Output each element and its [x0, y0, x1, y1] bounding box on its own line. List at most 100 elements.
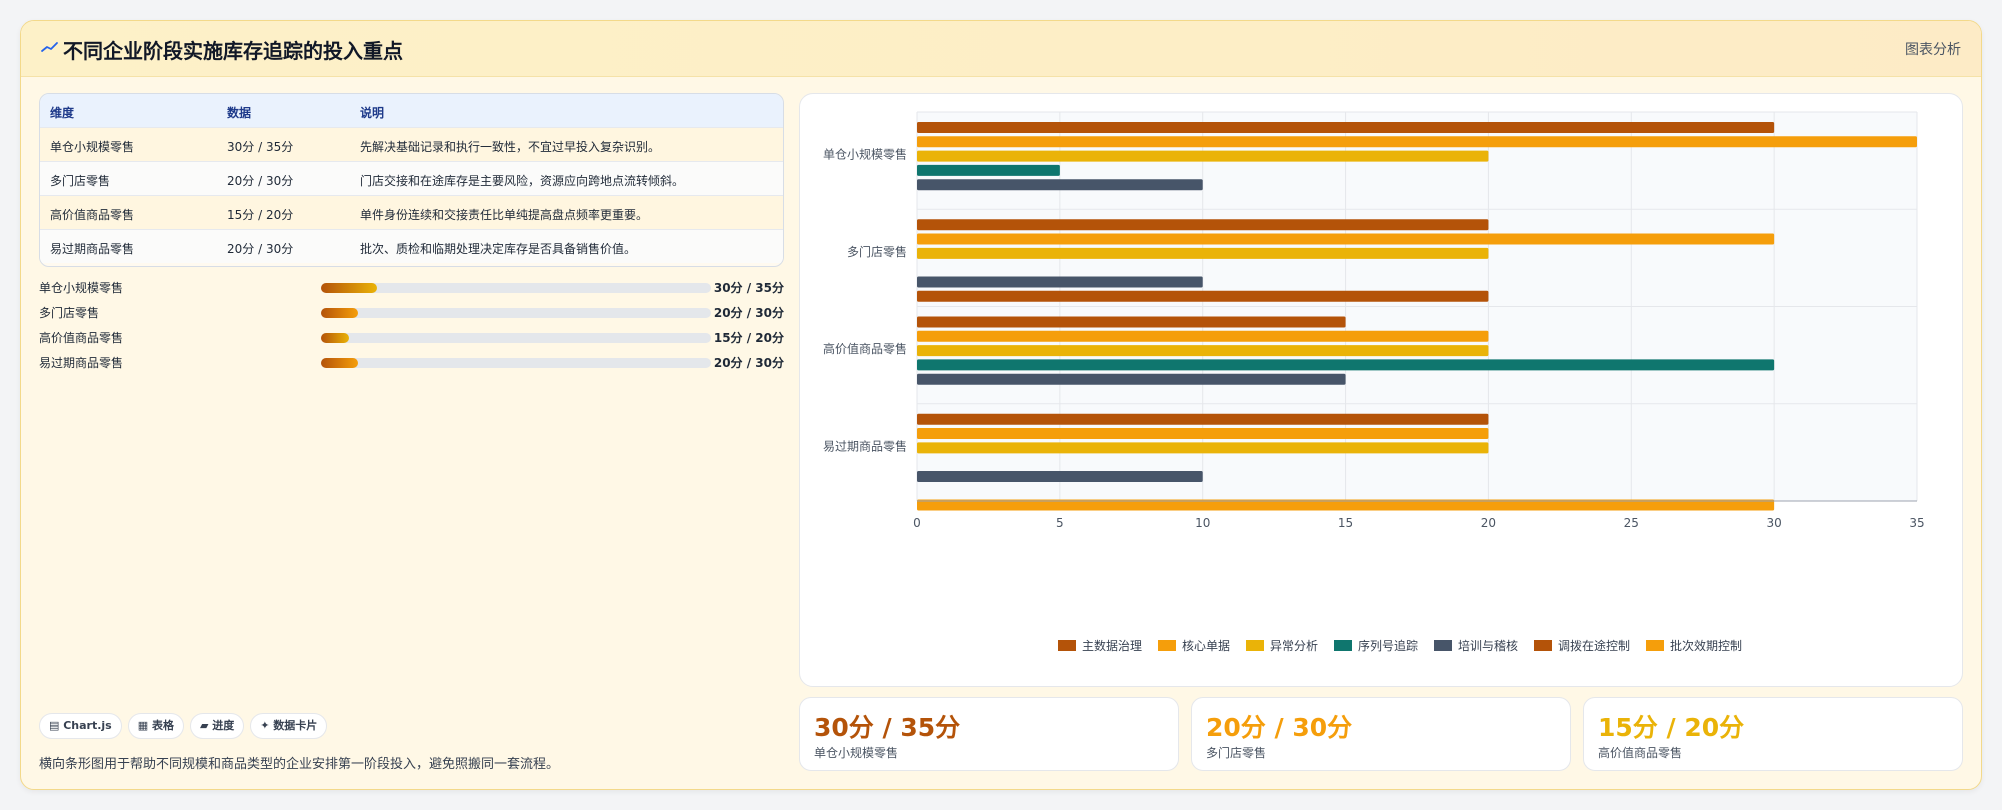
- bar: [917, 345, 1489, 357]
- trend-icon: [41, 42, 58, 52]
- bar: [917, 179, 1203, 191]
- bar: [917, 150, 1489, 162]
- progress-value: 20分 / 30分: [713, 356, 784, 370]
- table-cell: 20分 / 30分: [227, 174, 294, 188]
- bar: [917, 316, 1346, 328]
- legend-swatch: [1534, 640, 1552, 651]
- legend-swatch: [1058, 640, 1076, 651]
- bar: [917, 330, 1489, 342]
- bar: [917, 413, 1489, 425]
- progress-value: 15分 / 20分: [713, 331, 784, 345]
- legend-swatch: [1646, 640, 1664, 651]
- y-category-label: 易过期商品零售: [823, 438, 907, 453]
- kpi-value: 15分 / 20分: [1598, 713, 1745, 742]
- x-tick-label: 15: [1338, 516, 1353, 530]
- x-tick-label: 30: [1767, 516, 1782, 530]
- progress-track: [321, 333, 711, 343]
- x-tick-label: 5: [1056, 516, 1064, 530]
- progress-row: 多门店零售 20分 / 30分: [39, 302, 784, 322]
- bar: [917, 499, 1775, 511]
- table-row: 易过期商品零售 20分 / 30分 批次、质检和临期处理决定库存是否具备销售价值…: [40, 229, 783, 263]
- legend-label: 序列号追踪: [1358, 638, 1418, 653]
- table-cell: 20分 / 30分: [227, 242, 294, 256]
- bar: [917, 219, 1489, 231]
- bar: [917, 233, 1775, 245]
- bar: [917, 136, 1917, 148]
- table-cell: 单仓小规模零售: [50, 140, 135, 154]
- main-card: 不同企业阶段实施库存追踪的投入重点 图表分析 维度 数据 说明 单仓小规模零售 …: [20, 20, 1982, 790]
- kpi-value: 20分 / 30分: [1206, 713, 1353, 742]
- progress-track: [321, 358, 711, 368]
- table-header-cell: 说明: [360, 106, 385, 120]
- bar: [917, 442, 1489, 454]
- y-category-label: 单仓小规模零售: [823, 147, 907, 162]
- legend-swatch: [1434, 640, 1452, 651]
- legend-swatch: [1334, 640, 1352, 651]
- legend-label: 批次效期控制: [1670, 638, 1742, 653]
- table-row: 多门店零售 20分 / 30分 门店交接和在途库存是主要风险，资源应向跨地点流转…: [40, 161, 783, 195]
- chart-analysis-link[interactable]: 图表分析: [1905, 42, 1961, 58]
- data-table: 维度 数据 说明 单仓小规模零售 30分 / 35分 先解决基础记录和执行一致性…: [39, 93, 784, 267]
- table-cell: 15分 / 20分: [227, 208, 294, 222]
- table-header-row: 维度 数据 说明: [40, 94, 783, 127]
- data-card-chip[interactable]: ✦ 数据卡片: [250, 713, 328, 739]
- y-category-label: 多门店零售: [847, 244, 907, 259]
- x-tick-label: 20: [1481, 516, 1496, 530]
- table-header-cell: 维度: [50, 106, 75, 120]
- table-cell: 门店交接和在途库存是主要风险，资源应向跨地点流转倾斜。: [360, 174, 685, 188]
- y-category-label: 高价值商品零售: [823, 341, 907, 356]
- progress-value: 20分 / 30分: [713, 306, 784, 320]
- legend-label: 核心单据: [1182, 639, 1230, 653]
- x-tick-label: 35: [1909, 516, 1924, 530]
- chartjs-chip[interactable]: ▤ Chart.js: [39, 713, 122, 739]
- progress-label: 易过期商品零售: [39, 356, 124, 370]
- progress-track: [321, 283, 711, 293]
- legend-label: 培训与稽核: [1458, 638, 1518, 653]
- table-cell: 先解决基础记录和执行一致性，不宜过早投入复杂识别。: [360, 140, 661, 154]
- chart-caption: 横向条形图用于帮助不同规模和商品类型的企业安排第一阶段投入，避免照搬同一套流程。: [39, 757, 560, 772]
- kpi-card: 20分 / 30分 多门店零售: [1191, 697, 1571, 771]
- legend-label: 异常分析: [1270, 639, 1318, 653]
- bar: [917, 290, 1489, 302]
- bar: [917, 470, 1203, 482]
- x-tick-label: 25: [1624, 516, 1639, 530]
- progress-fill: [321, 283, 377, 293]
- table-cell: 批次、质检和临期处理决定库存是否具备销售价值。: [360, 242, 637, 256]
- progress-row: 高价值商品零售 15分 / 20分: [39, 327, 784, 347]
- legend-swatch: [1158, 640, 1176, 651]
- progress-row: 易过期商品零售 20分 / 30分: [39, 352, 784, 372]
- progress-fill: [321, 308, 359, 318]
- x-tick-label: 0: [913, 516, 921, 530]
- kpi-label: 多门店零售: [1206, 746, 1267, 760]
- table-cell: 高价值商品零售: [50, 208, 135, 222]
- bar: [917, 164, 1060, 176]
- table-cell: 易过期商品零售: [50, 242, 135, 256]
- progress-fill: [321, 358, 359, 368]
- table-header-cell: 数据: [227, 106, 252, 120]
- progress-chip[interactable]: ▰ 进度: [189, 713, 245, 739]
- bar: [917, 373, 1346, 385]
- table-cell: 多门店零售: [50, 174, 111, 188]
- header: 不同企业阶段实施库存追踪的投入重点 图表分析: [21, 21, 1981, 77]
- kpi-card: 15分 / 20分 高价值商品零售: [1583, 697, 1963, 771]
- chart-svg: 0 5 10 15 20 25 30 35 单仓小规模零售多门店零售高价值商品零售易过期商品零售…: [823, 111, 1925, 653]
- legend-swatch: [1246, 640, 1264, 651]
- page-title: 不同企业阶段实施库存追踪的投入重点: [63, 39, 403, 63]
- progress-label: 高价值商品零售: [39, 331, 124, 345]
- progress-row: 单仓小规模零售 30分 / 35分: [39, 277, 784, 297]
- bar: [917, 276, 1203, 288]
- table-row: 单仓小规模零售 30分 / 35分 先解决基础记录和执行一致性，不宜过早投入复杂…: [40, 127, 783, 161]
- table-cell: 单件身份连续和交接责任比单纯提高盘点频率更重要。: [360, 208, 649, 222]
- table-chip[interactable]: ▦ 表格: [127, 713, 184, 739]
- bar-chart: 0 5 10 15 20 25 30 35 单仓小规模零售多门店零售高价值商品零售 易过期商品零售…: [799, 93, 1963, 687]
- table-cell: 30分 / 35分: [227, 140, 294, 154]
- legend-label: 调拨在途控制: [1558, 638, 1630, 653]
- x-tick-label: 10: [1195, 516, 1210, 530]
- legend-label: 主数据治理: [1082, 638, 1142, 653]
- kpi-value: 30分 / 35分: [814, 713, 961, 742]
- progress-track: [321, 308, 711, 318]
- progress-fill: [321, 333, 349, 343]
- bar: [917, 122, 1775, 133]
- bar: [917, 247, 1489, 259]
- progress-value: 30分 / 35分: [713, 281, 784, 295]
